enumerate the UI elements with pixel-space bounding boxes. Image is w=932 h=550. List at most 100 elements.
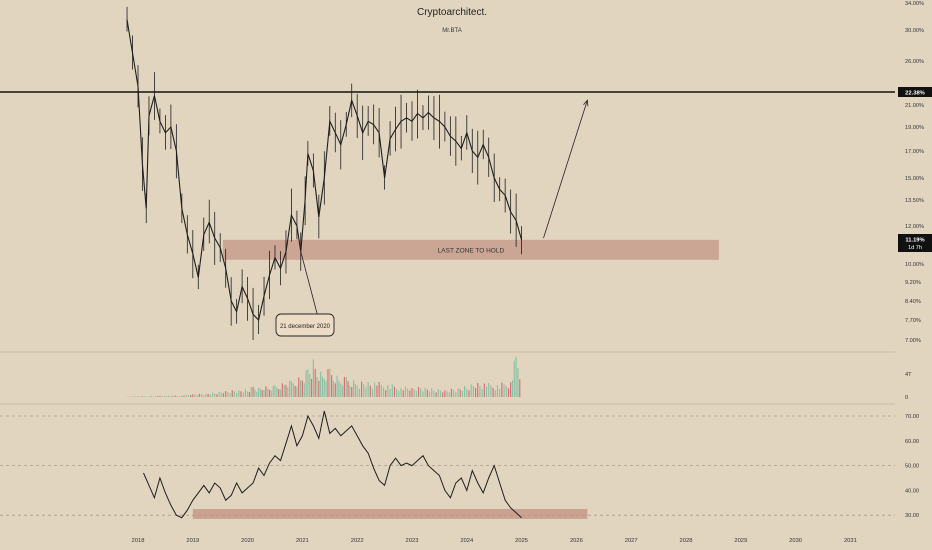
- price-tick-label: 34.00%: [905, 1, 924, 7]
- volume-bar: [461, 390, 464, 397]
- volume-bar: [347, 381, 349, 397]
- volume-bar: [222, 393, 225, 397]
- volume-bar: [413, 389, 415, 397]
- volume-bar: [354, 384, 356, 397]
- price-tick-label: 9.20%: [905, 280, 921, 286]
- volume-bar: [172, 395, 174, 397]
- volume-bar: [248, 392, 251, 397]
- level-price-label: 22.38%: [905, 91, 925, 97]
- volume-bar: [196, 395, 198, 397]
- volume-bar: [356, 385, 358, 397]
- price-tick-label: 30.00%: [905, 28, 924, 34]
- price-axis[interactable]: 34.00% 30.00% 26.00% 22.38% 21.00% 19.00% 17.0…: [898, 1, 932, 344]
- x-tick-label: 2029: [734, 538, 747, 544]
- oscillator-tick-label: 40.00: [905, 488, 919, 494]
- current-price-tag: [898, 234, 932, 252]
- x-tick-label: 2021: [296, 538, 309, 544]
- volume-bar: [267, 388, 269, 397]
- volume-bar: [448, 392, 450, 397]
- volume-bar: [194, 394, 196, 397]
- volume-bar: [128, 396, 130, 397]
- volume-bar: [307, 369, 309, 397]
- volume-bar: [259, 388, 261, 397]
- volume-bar: [312, 359, 314, 397]
- volume-bar: [415, 391, 417, 397]
- volume-bar: [329, 368, 331, 397]
- volume-bar: [265, 386, 267, 397]
- volume-bar: [216, 394, 218, 397]
- volume-bar: [444, 390, 446, 397]
- volume-bar: [450, 388, 453, 397]
- volume-bar: [141, 396, 143, 397]
- volume-bar: [143, 396, 146, 397]
- volume-bar: [363, 384, 365, 397]
- volume-bar: [411, 388, 413, 397]
- volume-bar: [148, 396, 150, 397]
- volume-bar: [174, 395, 176, 397]
- x-tick-label: 2024: [460, 538, 474, 544]
- volume-bar: [298, 377, 300, 397]
- volume-bar: [205, 393, 207, 397]
- volume-bar: [468, 390, 470, 397]
- volume-bar: [341, 385, 344, 397]
- volume-bar: [294, 385, 296, 397]
- volume-bar: [369, 385, 371, 397]
- support-zone: [222, 239, 719, 260]
- volume-bar: [252, 386, 254, 397]
- price-tick-label: 8.40%: [905, 299, 921, 305]
- volume-bar: [431, 388, 433, 397]
- volume-bar: [515, 357, 517, 397]
- volume-bar: [214, 393, 216, 397]
- volume-bar: [393, 386, 396, 397]
- volume-bar: [285, 384, 287, 397]
- price-tick-label: 10.00%: [905, 262, 924, 268]
- volume-bar: [371, 388, 374, 397]
- volume-bar: [503, 384, 505, 397]
- volume-bar: [185, 394, 187, 397]
- oscillator-axis: 70.00 60.00 50.00 40.00 30.00: [905, 414, 919, 519]
- volume-bar: [474, 388, 477, 397]
- price-tick-label: 26.00%: [905, 59, 924, 65]
- price-pane: LAST ZONE TO HOLD 21 december 2020: [0, 6, 895, 340]
- x-tick-label: 2022: [351, 538, 364, 544]
- volume-bar: [218, 391, 220, 397]
- volume-bar: [481, 389, 483, 397]
- volume-bar: [220, 392, 222, 397]
- volume-bar: [494, 390, 496, 397]
- volume-bar: [407, 388, 409, 397]
- volume-bar: [389, 388, 391, 397]
- volume-bar: [490, 385, 492, 397]
- volume-bar: [231, 390, 233, 397]
- current-countdown: 1d 7h: [908, 245, 922, 251]
- volume-bar: [470, 384, 472, 397]
- volume-bar: [320, 371, 322, 397]
- volume-bar: [279, 389, 282, 397]
- price-tick-label: 7.70%: [905, 318, 921, 324]
- chart-subtitle: Mr.BTA: [442, 28, 462, 34]
- volume-bar: [505, 385, 507, 397]
- x-tick-label: 2018: [132, 538, 145, 544]
- volume-bar: [236, 393, 238, 397]
- price-tick-label: 19.00%: [905, 125, 924, 131]
- volume-bar: [250, 387, 252, 397]
- volume-bar: [299, 380, 302, 397]
- volume-bar: [511, 380, 514, 397]
- volume-bar: [325, 381, 327, 397]
- volume-bar: [479, 386, 481, 397]
- volume-bar: [240, 391, 242, 397]
- volume-bar: [305, 370, 307, 397]
- volume-bar: [316, 376, 318, 397]
- volume-bar: [417, 387, 420, 397]
- volume-bar: [426, 389, 428, 397]
- volume-bar: [332, 380, 335, 397]
- volume-bar: [203, 395, 205, 397]
- volume-bar: [181, 395, 183, 397]
- volume-bar: [290, 381, 293, 397]
- volume-bar: [400, 388, 402, 397]
- volume-bar: [165, 396, 168, 397]
- volume-bar: [492, 387, 494, 397]
- volume-bar: [378, 381, 380, 397]
- volume-bar: [507, 388, 510, 397]
- volume-bar: [261, 389, 263, 397]
